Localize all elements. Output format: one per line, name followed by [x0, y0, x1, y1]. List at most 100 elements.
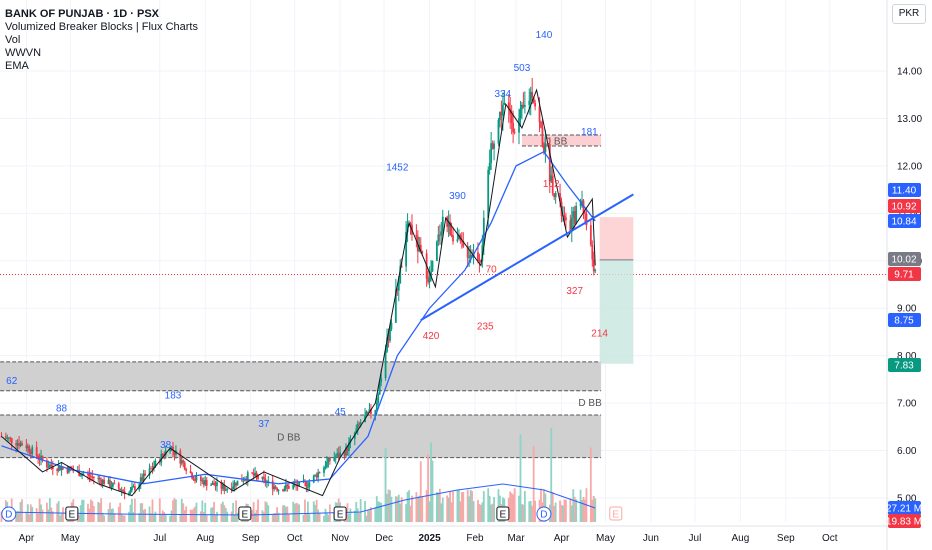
candle-body [87, 473, 89, 475]
volume-bar [478, 504, 481, 522]
volume-bar [479, 504, 482, 522]
candle-body [437, 234, 440, 242]
candle-body [462, 241, 465, 247]
candle-body [569, 220, 572, 232]
price-tag-text: 7.83 [894, 361, 914, 372]
volume-bar [482, 491, 485, 522]
event-dividend[interactable]: D [1, 506, 17, 522]
candle-body [242, 480, 245, 482]
volume-annotation: 181 [581, 127, 598, 138]
candle-body [387, 337, 390, 341]
volume-bar [265, 502, 268, 522]
volume-bar [98, 503, 101, 522]
volume-bar [523, 491, 526, 522]
time-tick-label: Dec [375, 533, 393, 544]
time-tick-label: Nov [331, 533, 349, 544]
event-earnings[interactable]: E [333, 506, 347, 521]
candle-body [154, 460, 157, 467]
indicator-volume[interactable]: Vol [5, 34, 21, 46]
time-tick-label: May [61, 533, 80, 544]
volume-bar [29, 504, 32, 522]
volume-bar [163, 512, 166, 522]
indicator-wwvn[interactable]: WWVN [5, 47, 42, 59]
event-marker-symbol: E [500, 510, 507, 521]
volume-bar [374, 507, 377, 522]
volume-bar [367, 510, 369, 522]
time-tick-label: Mar [507, 533, 525, 544]
volume-bar [50, 507, 53, 522]
volume-bar [35, 508, 38, 522]
candle-body [161, 454, 164, 456]
volume-bar [133, 498, 136, 522]
time-axis[interactable]: Apr May Jul Aug Sep Oct Nov Dec 2025 Feb Mar Apr May… [0, 525, 887, 544]
candle-body [452, 235, 454, 242]
price-tag [888, 501, 921, 515]
candle-body [478, 259, 481, 261]
candle-body [466, 246, 469, 258]
candle-body [282, 489, 284, 492]
price-tag-text: 11.40 [892, 186, 917, 197]
trendline[interactable] [420, 193, 634, 321]
currency-button[interactable]: PKR [892, 4, 926, 24]
candle-body [172, 446, 174, 451]
candle-body [141, 477, 144, 481]
volume-bar [532, 446, 535, 522]
indicator-breaker-blocks[interactable]: Volumized Breaker Blocks | Flux Charts [5, 21, 198, 33]
volume-bar [139, 503, 142, 522]
candle-body [375, 402, 378, 411]
candle-body [224, 489, 227, 491]
volume-bar [411, 495, 413, 522]
volume-bar [220, 503, 223, 522]
swing-lines [1, 88, 596, 497]
event-dividend[interactable]: D [536, 506, 552, 522]
volume-bar [41, 509, 44, 522]
event-earnings[interactable]: E [65, 506, 79, 521]
volume-bar [497, 489, 500, 522]
candle-body [374, 410, 377, 415]
candle-body [563, 215, 566, 218]
candle-body [419, 244, 422, 252]
candle-body [355, 428, 358, 433]
event-earnings[interactable]: E [496, 506, 510, 521]
volume-bar [97, 501, 100, 522]
volume-bar [120, 514, 123, 522]
candle-body [440, 231, 443, 236]
volume-bar [122, 515, 125, 522]
candle-body [349, 438, 352, 443]
candle-body [201, 480, 204, 482]
candle-body [438, 234, 441, 236]
candle-body [255, 472, 258, 476]
volume-bar [16, 510, 19, 522]
symbol-title[interactable]: BANK OF PUNJAB · 1D · PSX [5, 8, 160, 20]
event-marker-shape [609, 506, 623, 521]
event-earnings-upcoming[interactable]: E [609, 506, 623, 521]
volume-bar [235, 500, 237, 522]
indicator-ema[interactable]: EMA [5, 60, 29, 72]
volume-bar [172, 500, 174, 522]
volume-bar [562, 505, 564, 522]
volume-bar [254, 512, 257, 522]
candle-body [97, 477, 100, 479]
volume-bar [189, 509, 192, 522]
volume-bar [150, 513, 152, 522]
candle-body [503, 102, 506, 105]
candle-body [457, 235, 460, 240]
volume-bar [40, 504, 42, 522]
time-tick-label: Sep [777, 533, 795, 544]
candle-body [490, 143, 493, 164]
candle-body [41, 455, 44, 461]
candle-body [91, 476, 94, 478]
event-earnings[interactable]: E [238, 506, 252, 521]
candle-body [579, 202, 582, 207]
volume-annotation: 38 [160, 440, 172, 451]
candle-body [591, 244, 594, 260]
candle-body [397, 283, 400, 291]
breaker-block [0, 414, 602, 458]
ema-line [1, 150, 596, 485]
candle-body [151, 468, 154, 470]
volume-bar [386, 493, 388, 522]
candle-body [581, 200, 583, 203]
candle-body [40, 455, 42, 461]
